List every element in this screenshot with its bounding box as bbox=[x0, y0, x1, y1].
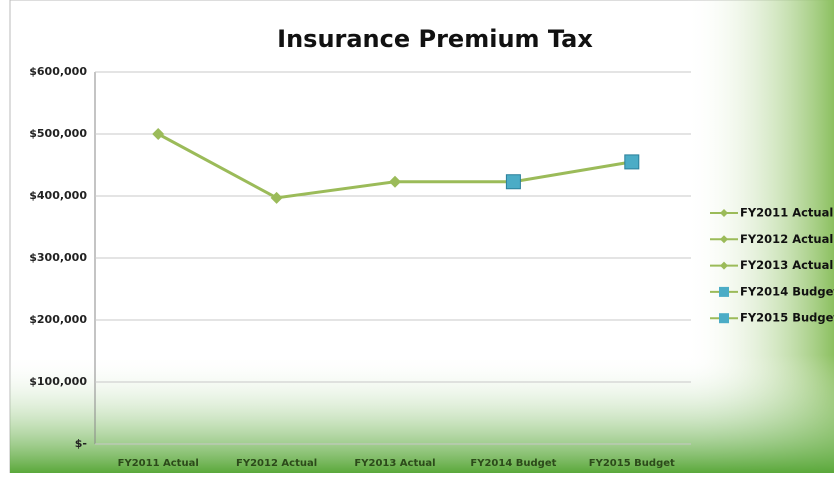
y-tick-label: $- bbox=[75, 437, 87, 450]
marker bbox=[152, 128, 165, 140]
legend-marker bbox=[719, 313, 729, 324]
marker bbox=[505, 174, 521, 190]
legend-marker bbox=[720, 209, 728, 217]
y-tick-label: $100,000 bbox=[29, 375, 87, 388]
x-tick-label: FY2011 Actual bbox=[118, 458, 199, 469]
marker bbox=[624, 154, 640, 170]
legend-label: FY2013 Actual bbox=[740, 258, 833, 272]
x-tick-label: FY2014 Budget bbox=[470, 458, 556, 469]
legend-marker bbox=[719, 286, 729, 297]
legend-marker bbox=[720, 261, 728, 270]
y-tick-label: $400,000 bbox=[29, 189, 87, 202]
chart-title: Insurance Premium Tax bbox=[277, 25, 593, 53]
x-tick-label: FY2015 Budget bbox=[589, 458, 675, 469]
legend-label: FY2015 Budget bbox=[740, 311, 834, 325]
marker bbox=[389, 175, 401, 188]
legend-label: FY2012 Actual bbox=[740, 232, 833, 246]
y-tick-label: $500,000 bbox=[29, 127, 87, 140]
legend-label: FY2011 Actual bbox=[740, 206, 833, 220]
legend-label: FY2014 Budget bbox=[740, 284, 834, 298]
x-tick-label: FY2013 Actual bbox=[354, 458, 435, 469]
y-tick-label: $200,000 bbox=[29, 313, 87, 326]
marker bbox=[270, 191, 283, 204]
y-tick-label: $300,000 bbox=[29, 251, 87, 264]
legend-marker bbox=[720, 235, 728, 244]
x-tick-label: FY2012 Actual bbox=[236, 458, 317, 469]
chart-background-shade bbox=[10, 0, 834, 473]
y-tick-label: $600,000 bbox=[29, 65, 87, 78]
